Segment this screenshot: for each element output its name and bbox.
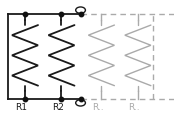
Text: R..: R.. [92,102,103,111]
Text: R..: R.. [128,102,140,111]
Text: R2: R2 [52,102,64,111]
Text: R1: R1 [15,102,27,111]
